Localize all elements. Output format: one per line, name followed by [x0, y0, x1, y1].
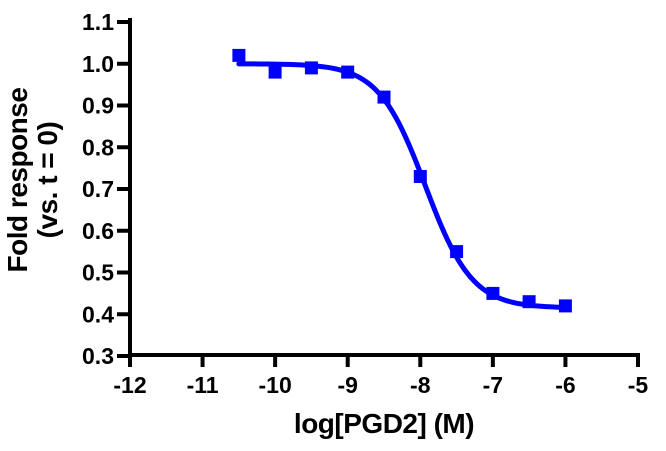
y-tick-label: 0.7 — [82, 176, 114, 202]
x-tick-label: -12 — [113, 372, 146, 398]
data-point — [232, 48, 246, 62]
data-points-layer — [232, 48, 572, 313]
data-point — [558, 299, 572, 313]
data-point — [341, 65, 355, 79]
y-tick-label: 1.0 — [82, 51, 114, 77]
y-tick-label: 0.5 — [82, 260, 114, 286]
axes-layer: -12 -11 -10 -9 -8 -7 -6 -5 0.3 0.4 0.5 0.6 0.7 0.8 0.9… — [82, 9, 648, 398]
x-axis-title: log[PGD2] (M) — [294, 408, 474, 439]
x-tick-label: -10 — [259, 372, 292, 398]
y-axis-title-line1: Fold response — [2, 88, 33, 273]
x-tick-label: -9 — [337, 372, 357, 398]
y-axis-title: Fold response (vs. t = 0) — [2, 88, 63, 273]
fit-curve-line — [236, 61, 568, 310]
x-tick-label: -7 — [483, 372, 503, 398]
y-tick-label: 0.6 — [82, 218, 114, 244]
fit-curve-layer — [236, 61, 568, 310]
x-tick-label: -5 — [628, 372, 649, 398]
y-tick-label: 0.9 — [82, 93, 114, 119]
y-tick-label: 1.1 — [82, 9, 114, 35]
x-tick-label: -11 — [187, 372, 219, 398]
data-point — [486, 286, 500, 300]
data-point — [450, 245, 464, 259]
x-tick-label: -8 — [410, 372, 431, 398]
data-point — [304, 61, 318, 75]
x-tick-label: -6 — [555, 372, 575, 398]
data-point — [413, 170, 427, 183]
data-point — [522, 295, 536, 309]
y-axis-title-line2: (vs. t = 0) — [32, 122, 63, 239]
data-point — [268, 65, 282, 79]
y-tick-label: 0.8 — [82, 134, 114, 160]
y-tick-label: 0.3 — [82, 343, 114, 369]
data-point — [377, 90, 391, 104]
y-tick-label: 0.4 — [82, 301, 114, 327]
